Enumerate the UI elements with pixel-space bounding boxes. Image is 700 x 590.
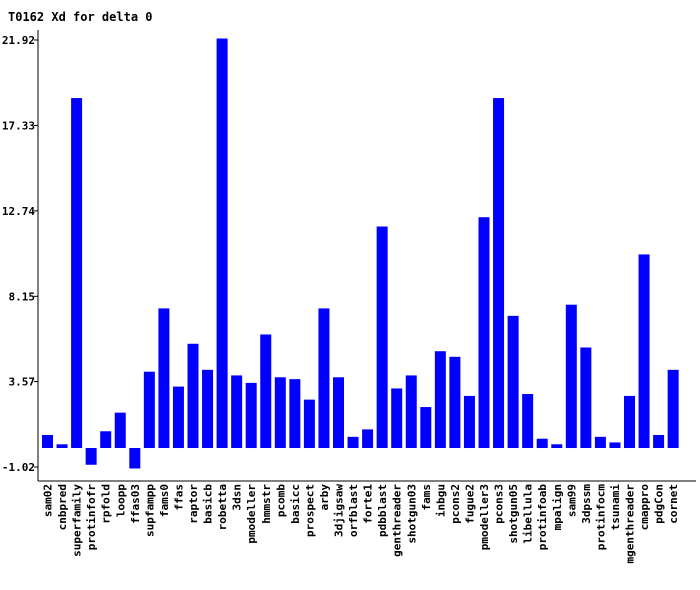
x-tick-label: basicb <box>202 484 215 524</box>
bar-loopp <box>114 412 126 449</box>
x-tick-label: loopp <box>114 484 127 517</box>
x-tick-label: cmappro <box>638 484 651 531</box>
x-tick-label: protinfocm <box>594 484 607 551</box>
bar-pcons3 <box>493 98 505 449</box>
bar-cnbpred <box>56 444 68 449</box>
bar-genthreader <box>391 388 403 449</box>
x-tick-label: mpalign <box>551 484 564 530</box>
bar-robetta <box>216 38 228 449</box>
bar-cmappro <box>638 254 650 449</box>
y-tick-label: 17.33 <box>2 119 35 132</box>
bar-supfampp <box>143 371 155 449</box>
y-tick-label: 8.15 <box>9 290 36 303</box>
x-tick-label: sam02 <box>42 484 55 517</box>
x-tick-label: cornet <box>667 484 680 524</box>
x-tick-label: forte1 <box>362 484 375 524</box>
bar-pdbblast <box>376 226 388 449</box>
bar-protinfofr <box>85 448 97 465</box>
x-tick-label: 3dsn <box>231 484 244 511</box>
y-tick-label: 21.92 <box>2 34 35 47</box>
x-tick-label: superfamily <box>71 484 84 557</box>
x-tick-label: arby <box>318 484 331 511</box>
bar-rpfold <box>100 431 112 449</box>
x-tick-label: robetta <box>216 484 229 530</box>
x-tick-label: pcons3 <box>493 484 506 524</box>
x-tick-label: pdgCon <box>653 484 666 524</box>
x-tick-label: tsunami <box>609 484 622 531</box>
bar-shotgun03 <box>405 375 417 449</box>
bar-basicb <box>202 369 214 449</box>
bar-orfblast <box>347 436 359 449</box>
y-tick-label: 3.57 <box>9 376 36 389</box>
bar-sam99 <box>565 304 577 449</box>
bar-fams <box>420 407 432 449</box>
x-tick-label: hmmstr <box>260 484 273 524</box>
bar-shotgun05 <box>507 315 519 449</box>
bar-basicc <box>289 379 301 449</box>
x-axis-labels: sam02 cnbpred superfamily protinfofr rpfold l… <box>42 484 681 564</box>
x-tick-label: fams <box>420 484 433 511</box>
bar-mpalign <box>551 444 563 449</box>
bar-raptor <box>187 343 199 449</box>
bar-3djigsaw <box>333 377 344 449</box>
x-tick-label: pdbblast <box>376 484 389 537</box>
x-tick-label: basicc <box>289 484 302 524</box>
x-tick-label: protinfofr <box>85 484 98 551</box>
bar-pcomb <box>274 377 286 449</box>
x-tick-label: libellula <box>522 484 535 544</box>
x-tick-label: ffas <box>172 484 185 511</box>
chart-title: T0162 Xd for delta 0 <box>8 10 153 24</box>
bar-pmodeller3 <box>478 217 490 449</box>
bar-forte1 <box>362 429 374 449</box>
bar-mgenthreader <box>624 395 635 449</box>
x-tick-label: shotgun05 <box>507 484 520 544</box>
x-tick-label: fams0 <box>158 484 171 517</box>
bar-inbgu <box>434 351 446 449</box>
x-tick-label: raptor <box>187 484 200 524</box>
x-tick-label: inbgu <box>434 484 447 517</box>
bar-pmodeller <box>245 382 257 449</box>
bars-group <box>42 38 679 469</box>
bar-pdgCon <box>653 434 665 449</box>
x-tick-label: cnbpred <box>56 484 69 530</box>
bar-protinfoab <box>536 438 548 449</box>
x-tick-label: pmodeller3 <box>478 484 491 550</box>
bar-fugue2 <box>463 395 475 449</box>
y-axis-ticks: -1.02 3.57 8.15 12.74 17.33 21.92 <box>2 34 38 474</box>
bar-prospect <box>303 399 315 449</box>
bar-arby <box>318 308 330 449</box>
x-tick-label: pcomb <box>274 484 287 517</box>
y-tick-label: -1.02 <box>2 461 35 474</box>
bar-superfamily <box>71 98 83 449</box>
bar-cornet <box>667 369 679 449</box>
x-tick-label: ffas03 <box>129 484 142 524</box>
x-tick-label: supfampp <box>143 484 156 537</box>
x-tick-label: shotgun03 <box>405 484 418 544</box>
bar-tsunami <box>609 442 621 449</box>
bar-3dsn <box>231 375 243 449</box>
bar-3dpssm <box>580 347 592 449</box>
x-tick-label: protinfoab <box>536 484 549 551</box>
bar-protinfocm <box>594 436 606 449</box>
y-tick-label: 12.74 <box>2 205 35 218</box>
bar-sam02 <box>42 434 53 449</box>
bar-hmmstr <box>260 334 272 449</box>
bar-pcons2 <box>449 356 461 449</box>
bar-libellula <box>522 394 534 449</box>
bar-ffas <box>172 386 184 449</box>
x-tick-label: mgenthreader <box>624 484 637 564</box>
x-tick-label: rpfold <box>100 484 113 524</box>
bar-ffas03 <box>129 448 141 469</box>
x-tick-label: sam99 <box>565 484 578 517</box>
x-tick-label: genthreader <box>391 484 404 557</box>
bar-fams0 <box>158 308 170 449</box>
x-tick-label: orfblast <box>347 484 360 537</box>
x-tick-label: 3dpssm <box>580 484 593 524</box>
x-tick-label: pcons2 <box>449 484 462 524</box>
x-tick-label: pmodeller <box>245 484 258 544</box>
x-tick-label: fugue2 <box>463 484 476 524</box>
x-tick-label: prospect <box>303 484 316 537</box>
x-tick-label: 3djigsaw <box>333 484 346 537</box>
